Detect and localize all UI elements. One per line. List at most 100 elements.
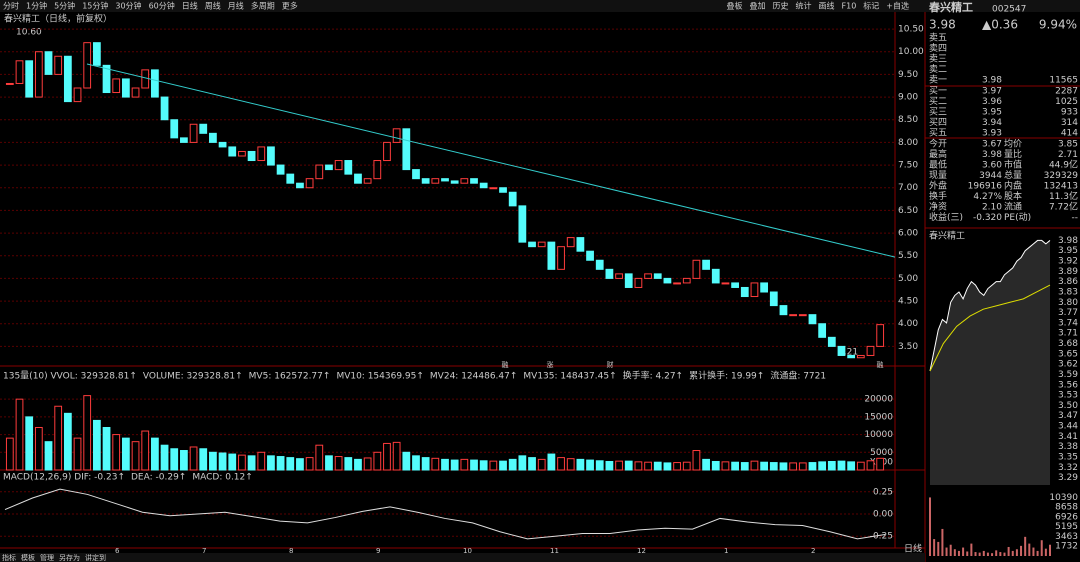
volume-bar xyxy=(876,457,885,471)
candle xyxy=(798,314,807,317)
y-tick-label: 5.50 xyxy=(898,251,918,261)
y-tick-label: 3.71 xyxy=(1058,329,1078,339)
candle xyxy=(518,205,527,243)
volume-bar xyxy=(247,455,256,471)
stat-cell: -- xyxy=(1072,213,1079,223)
date-label: 7 xyxy=(202,547,206,555)
stat-cell: 3.60 xyxy=(982,161,1002,171)
book-cell: 买二 xyxy=(929,96,947,107)
intraday-vol xyxy=(962,547,965,556)
tab: 模板 xyxy=(21,553,35,562)
stat-cell: 外盘 xyxy=(929,180,947,192)
volume-bar xyxy=(228,453,237,471)
y-tick-label: 10000 xyxy=(864,430,893,440)
toolbar-item: 15分钟 xyxy=(82,1,108,11)
candle xyxy=(238,150,246,157)
y-tick-label: 0.25 xyxy=(873,487,893,497)
volume-bar xyxy=(518,455,527,471)
macd-legend: MACD: 0.12↑ xyxy=(192,473,252,483)
volume-bar xyxy=(305,457,314,471)
book-cell: 933 xyxy=(1061,108,1078,118)
candle xyxy=(412,169,420,180)
volume-bar xyxy=(63,412,72,471)
candle xyxy=(818,323,827,338)
candle xyxy=(170,119,179,139)
book-cell: 卖二 xyxy=(929,64,947,75)
volume-bar xyxy=(276,456,285,471)
y-tick-label: 3.41 xyxy=(1058,432,1078,442)
volume-bar xyxy=(673,462,681,471)
volume-bar xyxy=(218,452,227,471)
candle xyxy=(711,268,720,284)
candle xyxy=(296,182,304,189)
book-cell: 314 xyxy=(1061,118,1078,128)
candle xyxy=(199,123,208,134)
vol-tick-label: 8658 xyxy=(1055,503,1078,513)
stat-cell: 7.72亿 xyxy=(1049,201,1078,213)
macd-legend: DEA: -0.29↑ xyxy=(131,473,186,483)
volume-bar xyxy=(750,460,759,471)
volume-bar xyxy=(54,405,63,471)
candle xyxy=(392,128,401,143)
intraday-vol xyxy=(937,541,940,556)
intraday-vol xyxy=(1024,536,1027,556)
candle xyxy=(325,164,333,171)
marker: 涨 xyxy=(547,360,554,369)
toolbar-item: F10 xyxy=(842,2,857,11)
candle xyxy=(373,160,382,180)
y-tick-label: 3.50 xyxy=(898,342,918,352)
volume-bar xyxy=(499,460,507,471)
date-label: 10 xyxy=(463,547,472,555)
candle xyxy=(595,259,604,270)
toolbar-item: +自选 xyxy=(886,1,909,11)
tab: 另存为 xyxy=(59,553,80,562)
volume-bar xyxy=(189,446,198,471)
y-tick-label: 6.00 xyxy=(898,229,918,239)
book-cell: 卖五 xyxy=(929,33,947,44)
stat-cell: 最高 xyxy=(929,148,947,160)
stat-cell: 换手 xyxy=(929,190,947,202)
y-tick-label: 0.00 xyxy=(873,510,893,520)
date-label: 6 xyxy=(115,547,120,555)
candle xyxy=(847,354,856,359)
volume-bar xyxy=(160,444,169,471)
volume-bar xyxy=(847,461,856,471)
volume-bar xyxy=(634,461,643,471)
volume-bar xyxy=(334,456,343,471)
volume-bar xyxy=(5,437,14,471)
y-tick-label: 3.32 xyxy=(1058,463,1078,473)
stat-cell: 净资 xyxy=(929,201,947,213)
volume-bar xyxy=(354,458,362,471)
toolbar-item: 60分钟 xyxy=(149,1,175,11)
y-tick-label: 20000 xyxy=(864,395,893,405)
stat-cell: 流通 xyxy=(1004,201,1022,213)
stat-cell: 量比 xyxy=(1004,148,1022,160)
toolbar-item: 30分钟 xyxy=(115,1,141,11)
tab: 讲定到 xyxy=(85,553,106,562)
toolbar-item: 叠加 xyxy=(750,1,766,11)
candle xyxy=(363,178,372,184)
candle xyxy=(383,141,391,162)
candle xyxy=(431,178,440,184)
intraday-vol xyxy=(1020,545,1023,556)
book-cell: 2287 xyxy=(1055,87,1078,97)
toolbar-item: 日线 xyxy=(182,1,198,11)
volume-bar xyxy=(779,462,788,471)
volume-bar xyxy=(257,451,266,471)
candle xyxy=(218,141,227,148)
price: 3.98 xyxy=(929,18,956,32)
volume-bar xyxy=(267,455,275,471)
toolbar-item: 5分钟 xyxy=(54,1,75,11)
toolbar-item: 统计 xyxy=(796,1,812,11)
y-tick-label: 10.00 xyxy=(898,47,924,57)
intraday-vol xyxy=(1049,544,1051,556)
volume-bar xyxy=(731,461,739,471)
intraday-vol xyxy=(1011,550,1014,556)
stat-cell: -0.320 xyxy=(973,213,1002,223)
y-tick-label: 3.74 xyxy=(1058,318,1078,328)
volume-bar xyxy=(450,459,459,471)
candle xyxy=(702,259,710,270)
volume-bar xyxy=(92,419,101,471)
candle xyxy=(779,305,788,316)
